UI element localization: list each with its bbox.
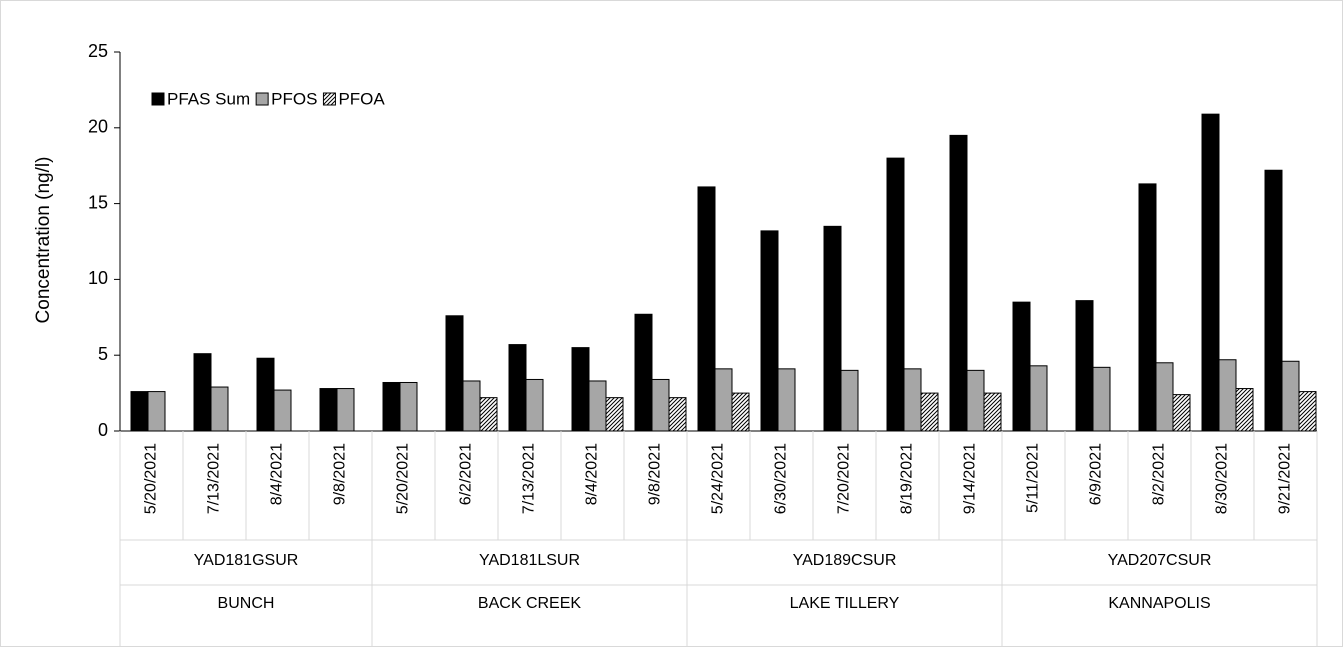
bar [886,157,905,432]
bar [445,315,464,432]
bar [668,397,687,432]
bar [1235,388,1254,432]
y-tick-label: 20 [88,117,108,137]
bar [1281,360,1300,432]
x-tick-label: 5/24/2021 [710,443,727,514]
bar [634,313,653,432]
bar [1264,169,1283,432]
legend-label: PFOA [338,89,385,108]
x-tick-label: 7/13/2021 [521,443,538,514]
bar [588,380,607,432]
group-site: BUNCH [218,595,275,612]
bar [983,392,1002,432]
group-site: KANNAPOLIS [1108,595,1210,612]
legend-swatch [322,92,336,106]
x-tick-label: 9/8/2021 [647,443,664,505]
bar [651,378,670,432]
bar [731,392,750,432]
bar [1092,366,1111,432]
x-tick-label: 8/30/2021 [1214,443,1231,514]
x-tick-label: 8/4/2021 [269,443,286,505]
y-axis-title: Concentration (ng/l) [33,157,54,324]
x-tick-label: 7/20/2021 [836,443,853,514]
x-tick-label: 6/30/2021 [773,443,790,514]
bar [1138,183,1157,432]
bar [319,388,338,432]
bar [714,368,733,432]
x-tick-label: 9/8/2021 [332,443,349,505]
y-tick-label: 25 [88,41,108,61]
x-tick-label: 9/14/2021 [962,443,979,514]
bar [777,368,796,432]
bar [697,186,716,432]
x-tick-label: 5/11/2021 [1025,443,1042,513]
bar [920,392,939,432]
group-code: YAD207CSUR [1108,552,1212,569]
legend-label: PFOS [271,89,317,108]
x-tick-label: 8/19/2021 [899,443,916,514]
group-site: LAKE TILLERY [790,595,900,612]
bar [210,386,229,432]
bar [462,380,481,432]
y-tick-label: 0 [98,420,108,440]
bar [508,344,527,432]
bar [949,134,968,432]
bar [273,389,292,432]
bar [1172,394,1191,432]
bar [1218,359,1237,432]
bar [525,378,544,432]
y-tick-label: 5 [98,344,108,364]
bar [382,381,401,432]
bar [840,369,859,432]
bar [1155,362,1174,432]
bar [571,347,590,432]
bar [1298,391,1317,432]
x-tick-label: 5/20/2021 [395,443,412,514]
y-tick-label: 15 [88,192,108,212]
x-tick-label: 5/20/2021 [143,443,160,514]
legend-swatch [151,92,165,106]
bar [903,368,922,432]
bar [1029,365,1048,432]
x-tick-label: 6/9/2021 [1088,443,1105,505]
bar [130,391,149,432]
x-tick-label: 7/13/2021 [206,443,223,514]
y-tick-label: 10 [88,268,108,288]
group-code: YAD181LSUR [479,552,580,569]
bar [399,381,418,432]
x-tick-label: 9/21/2021 [1277,443,1294,514]
bar [1201,113,1220,432]
legend-label: PFAS Sum [167,89,250,108]
group-code: YAD189CSUR [793,552,897,569]
bar [605,397,624,432]
bar [823,225,842,432]
x-tick-label: 8/2/2021 [1151,443,1168,505]
group-code: YAD181GSUR [194,552,299,569]
bar [479,397,498,432]
bar [336,388,355,432]
x-tick-label: 8/4/2021 [584,443,601,505]
legend-swatch [255,92,269,106]
bar [966,369,985,432]
bar [1075,300,1094,432]
bar [147,391,166,432]
bar [760,230,779,432]
x-tick-label: 6/2/2021 [458,443,475,505]
bar [256,357,275,432]
bar [1012,301,1031,432]
bar [193,353,212,432]
group-site: BACK CREEK [478,595,581,612]
